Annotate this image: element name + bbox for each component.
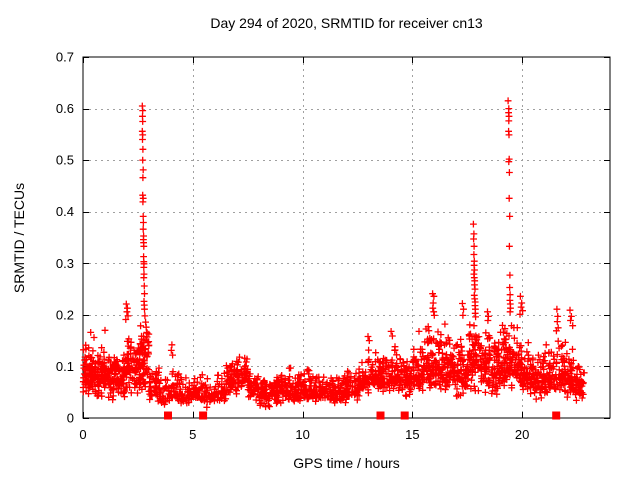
x-tick-label: 15 bbox=[405, 427, 419, 442]
y-axis-label: SRMTID / TECUs bbox=[11, 182, 27, 294]
y-tick-label: 0.2 bbox=[56, 307, 74, 322]
gap-marker-square bbox=[199, 411, 208, 420]
y-tick-label: 0.7 bbox=[56, 50, 74, 65]
x-axis-label: GPS time / hours bbox=[293, 455, 400, 471]
gap-marker-square bbox=[552, 411, 561, 420]
y-tick-label: 0.1 bbox=[56, 359, 74, 374]
tick-labels: 0 5 10 15 20 0 0.1 0.2 0.3 0.4 0.5 0.6 0.7 bbox=[56, 50, 529, 443]
x-tick-label: 20 bbox=[515, 427, 529, 442]
y-tick-label: 0 bbox=[67, 411, 74, 426]
axis-frame bbox=[82, 56, 611, 420]
x-tick-label: 0 bbox=[79, 427, 86, 442]
y-tick-label: 0.5 bbox=[56, 153, 74, 168]
y-tick-label: 0.4 bbox=[56, 204, 74, 219]
scatter-points bbox=[79, 97, 588, 411]
y-tick-label: 0.6 bbox=[56, 101, 74, 116]
gap-marker-square bbox=[164, 411, 172, 420]
gap-marker-square bbox=[400, 411, 409, 420]
gap-markers bbox=[164, 411, 561, 420]
x-tick-label: 5 bbox=[189, 427, 196, 442]
gap-marker-square bbox=[376, 411, 385, 420]
chart-title: Day 294 of 2020, SRMTID for receiver cn1… bbox=[210, 15, 483, 31]
y-tick-label: 0.3 bbox=[56, 256, 74, 271]
x-tick-label: 10 bbox=[295, 427, 309, 442]
